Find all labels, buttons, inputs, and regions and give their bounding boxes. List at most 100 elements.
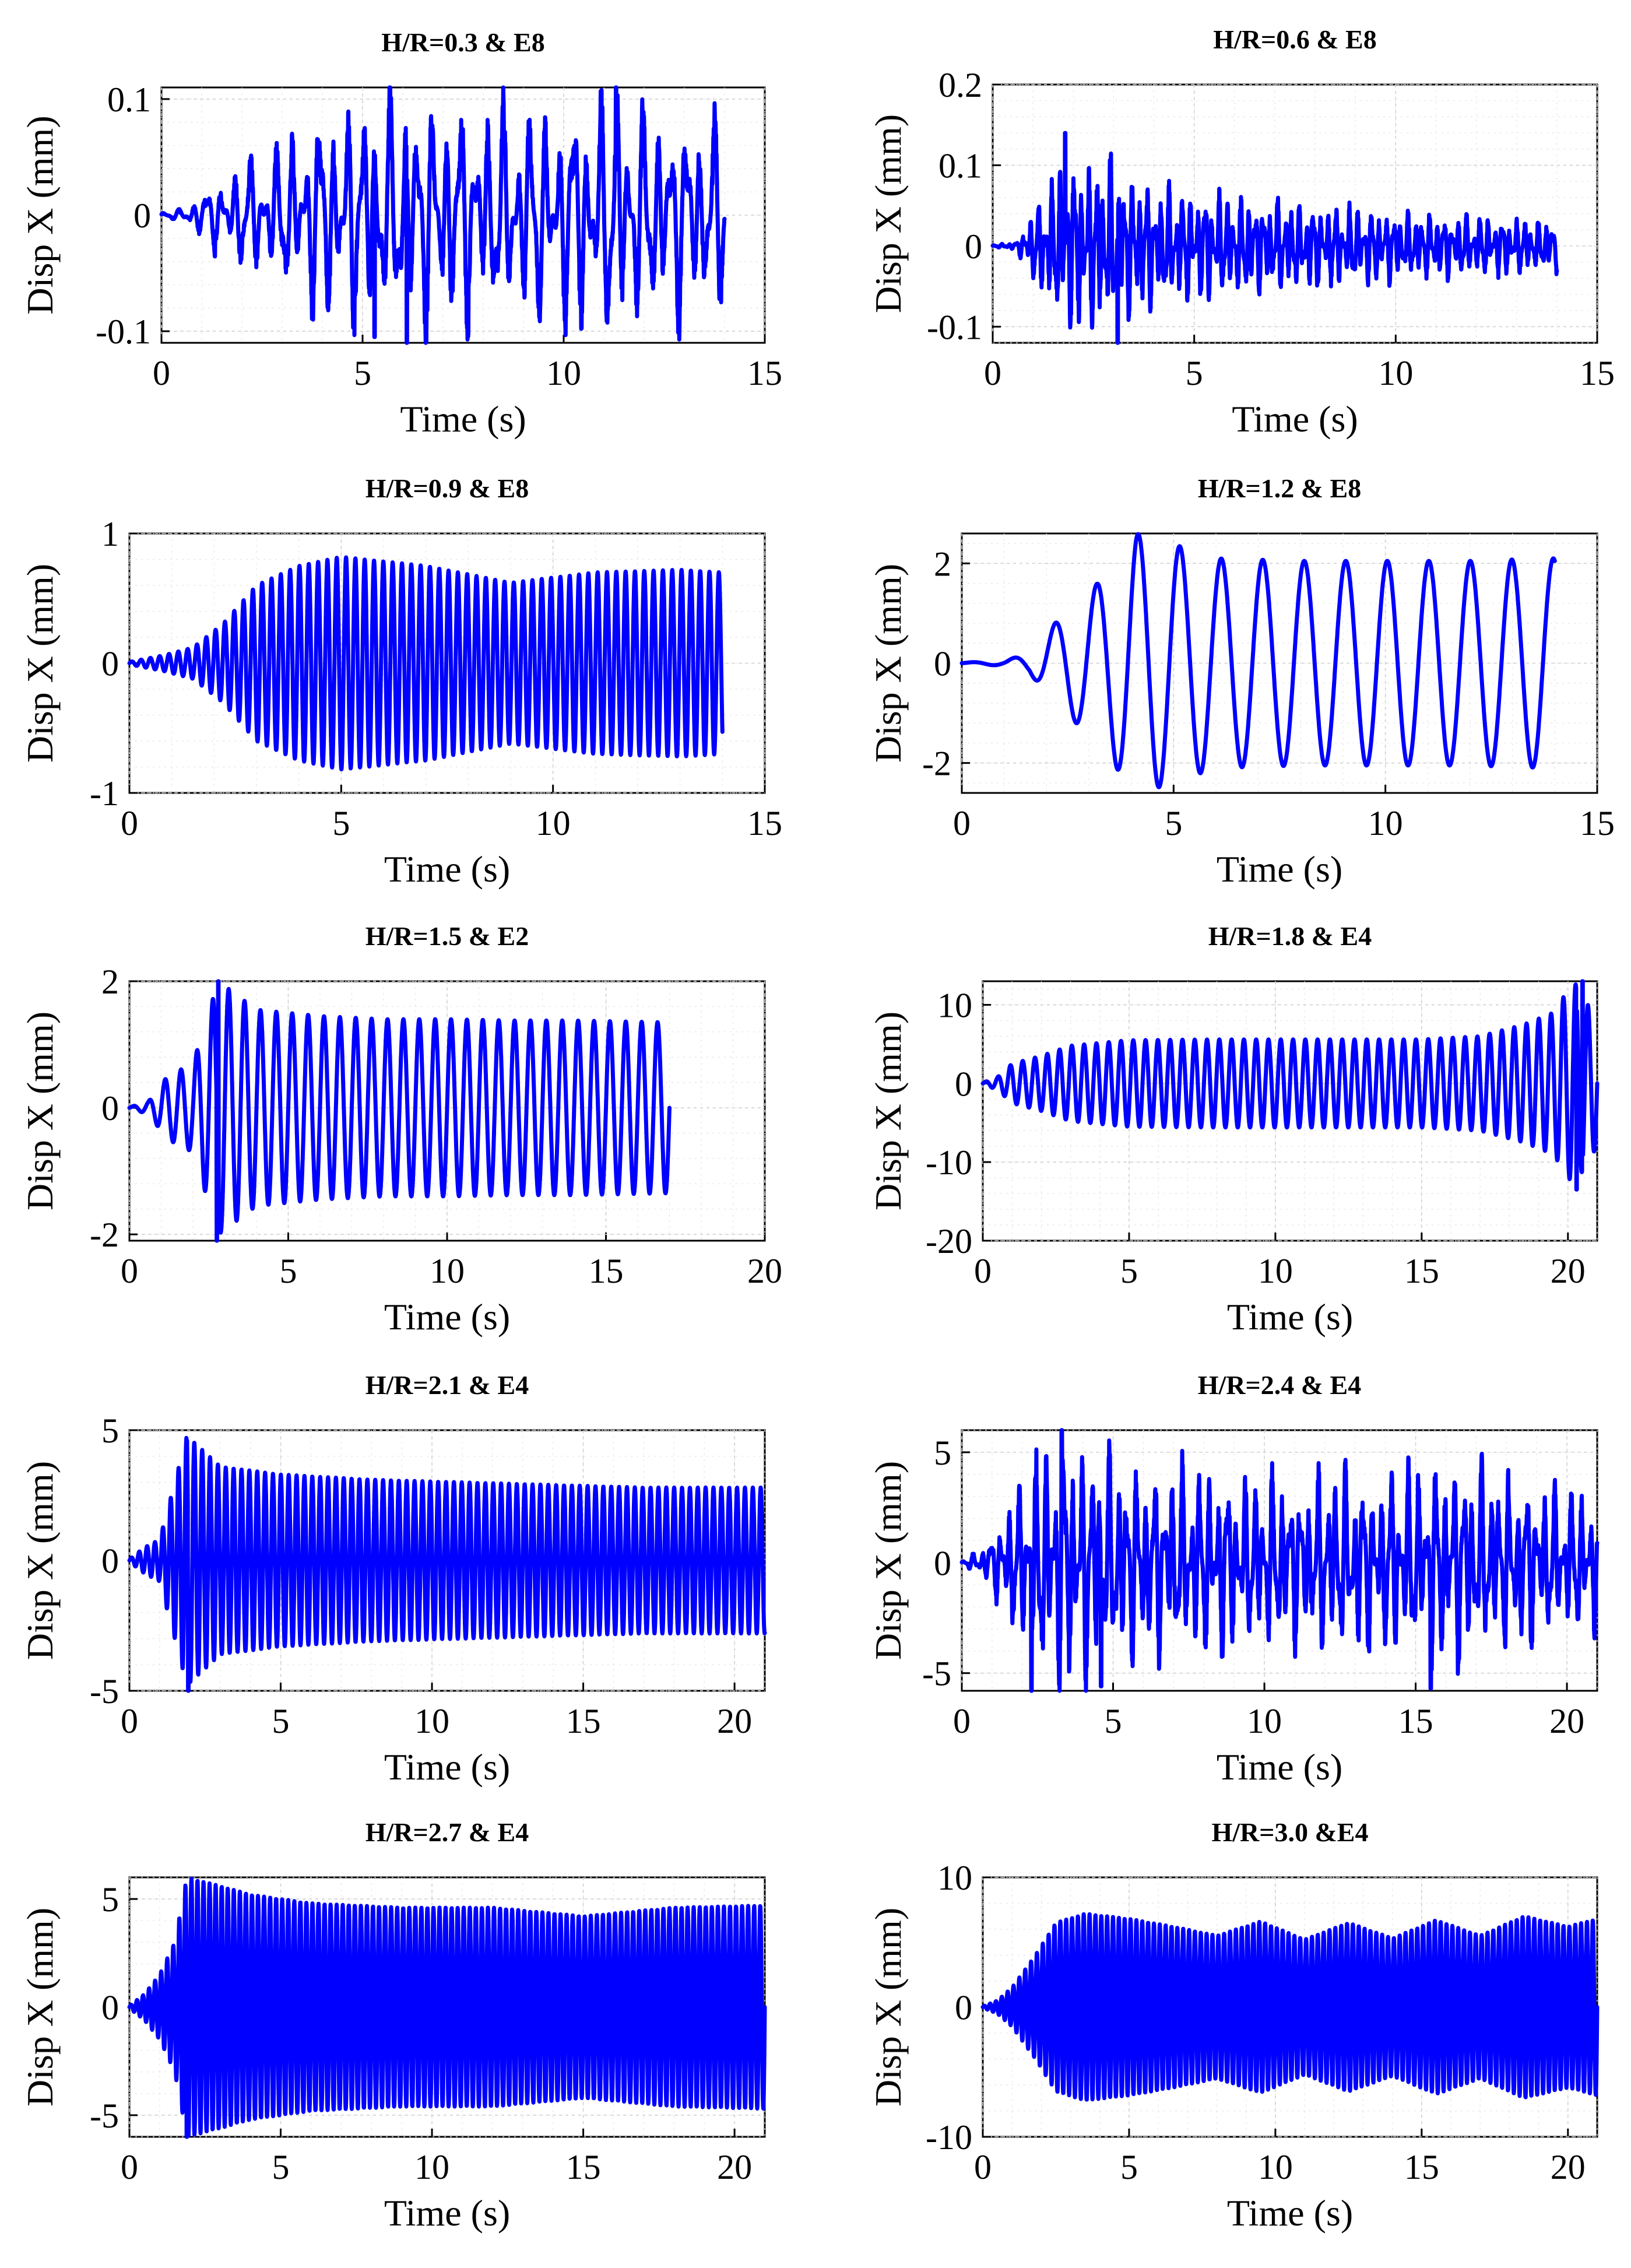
y-tick-label: -10 xyxy=(926,1143,972,1182)
x-tick-label: 0 xyxy=(974,2148,992,2186)
x-tick-label: 20 xyxy=(1551,1252,1586,1290)
x-tick-label: 5 xyxy=(272,1702,290,1740)
panel-title: H/R=0.9 & E8 xyxy=(365,473,529,503)
y-tick-label: 0 xyxy=(101,645,119,683)
y-axis-label: Disp X (mm) xyxy=(867,1461,909,1660)
x-tick-label: 15 xyxy=(1580,804,1615,842)
data-series-line xyxy=(127,979,672,1243)
y-tick-label: -20 xyxy=(926,1222,972,1261)
x-axis-label: Time (s) xyxy=(1227,1296,1353,1337)
y-tick-label: -1 xyxy=(90,774,119,813)
x-tick-label: 5 xyxy=(332,804,350,842)
x-tick-label: 20 xyxy=(747,1252,782,1290)
x-tick-label: 15 xyxy=(1580,354,1615,392)
y-tick-label: 5 xyxy=(934,1434,951,1472)
y-tick-label: 0.2 xyxy=(938,66,982,104)
x-tick-label: 0 xyxy=(953,1702,971,1740)
x-tick-label: 20 xyxy=(717,1702,752,1740)
y-tick-label: 2 xyxy=(101,963,119,1001)
x-axis-label: Time (s) xyxy=(1232,398,1358,440)
x-tick-label: 0 xyxy=(153,354,170,392)
x-axis-label: Time (s) xyxy=(384,848,510,890)
y-axis-label: Disp X (mm) xyxy=(19,1908,61,2106)
y-tick-label: -5 xyxy=(90,1672,119,1711)
x-tick-label: 5 xyxy=(1105,1702,1122,1740)
y-tick-label: -2 xyxy=(922,745,951,783)
x-axis-label: Time (s) xyxy=(1227,2192,1353,2234)
panel-title: H/R=2.4 & E4 xyxy=(1198,1370,1362,1400)
x-tick-label: 15 xyxy=(1404,2148,1439,2186)
x-tick-label: 15 xyxy=(1404,1252,1439,1290)
x-axis-label: Time (s) xyxy=(400,398,526,440)
x-tick-label: 10 xyxy=(430,1252,465,1290)
y-tick-label: 0 xyxy=(955,1065,972,1103)
panel-title: H/R=1.2 & E8 xyxy=(1198,473,1362,503)
x-tick-label: 10 xyxy=(546,354,581,392)
x-tick-label: 15 xyxy=(589,1252,624,1290)
y-tick-label: 0 xyxy=(101,1089,119,1128)
x-tick-label: 5 xyxy=(280,1252,297,1290)
y-tick-label: -0.1 xyxy=(927,308,982,346)
x-tick-label: 10 xyxy=(1378,354,1413,392)
y-tick-label: -2 xyxy=(90,1216,119,1254)
x-tick-label: 5 xyxy=(1120,2148,1138,2186)
y-tick-label: 0 xyxy=(101,1989,119,2027)
y-tick-label: 5 xyxy=(101,1412,119,1450)
x-axis-label: Time (s) xyxy=(1217,1746,1342,1788)
chart-panel-6: 0 5 10 15 20 -20 -10 0 10 H/R=1.8 & E4 Time (s) Dis… xyxy=(867,921,1600,1337)
x-tick-label: 0 xyxy=(984,354,1001,392)
data-series-line xyxy=(127,555,725,771)
y-tick-label: 1 xyxy=(101,515,119,553)
y-axis-label: Disp X (mm) xyxy=(19,1012,61,1210)
y-tick-label: -0.1 xyxy=(96,313,151,351)
x-tick-label: 10 xyxy=(1368,804,1403,842)
x-tick-label: 5 xyxy=(1120,1252,1138,1290)
y-tick-label: 0 xyxy=(965,227,982,266)
data-series-line xyxy=(159,85,727,345)
x-tick-label: 5 xyxy=(1186,354,1203,392)
x-tick-label: 5 xyxy=(1165,804,1182,842)
y-axis-label: Disp X (mm) xyxy=(867,114,909,313)
y-tick-label: 0.1 xyxy=(938,146,982,185)
y-tick-label: 5 xyxy=(101,1880,119,1919)
x-tick-label: 10 xyxy=(1247,1702,1282,1740)
x-tick-label: 10 xyxy=(1258,1252,1293,1290)
x-tick-label: 0 xyxy=(121,1252,138,1290)
x-tick-label: 10 xyxy=(536,804,571,842)
x-tick-label: 20 xyxy=(717,2148,752,2186)
x-tick-label: 15 xyxy=(566,2148,601,2186)
y-tick-label: 0 xyxy=(101,1542,119,1581)
panel-title: H/R=0.6 & E8 xyxy=(1213,24,1377,54)
panel-title: H/R=0.3 & E8 xyxy=(381,27,545,57)
y-tick-label: 2 xyxy=(934,545,951,583)
y-tick-label: -5 xyxy=(922,1655,951,1693)
x-tick-label: 20 xyxy=(1549,1702,1584,1740)
data-series-line xyxy=(127,1435,767,1693)
data-series-line xyxy=(127,1876,767,2139)
y-tick-label: -5 xyxy=(90,2097,119,2135)
x-tick-label: 15 xyxy=(1398,1702,1433,1740)
y-axis-label: Disp X (mm) xyxy=(19,115,61,314)
data-series-line xyxy=(990,131,1559,345)
y-tick-label: 0.1 xyxy=(107,80,151,119)
panel-title: H/R=3.0 &E4 xyxy=(1212,1817,1369,1847)
x-tick-label: 10 xyxy=(1258,2148,1293,2186)
panel-title: H/R=2.1 & E4 xyxy=(365,1370,529,1400)
panel-title: H/R=2.7 & E4 xyxy=(365,1817,529,1847)
y-tick-label: 10 xyxy=(937,986,972,1024)
x-tick-label: 0 xyxy=(974,1252,992,1290)
y-tick-label: 0 xyxy=(934,1544,951,1582)
y-axis-label: Disp X (mm) xyxy=(867,1908,909,2106)
data-series-line xyxy=(980,979,1600,1192)
x-tick-label: 20 xyxy=(1551,2148,1586,2186)
y-tick-label: 0 xyxy=(133,196,151,235)
y-axis-label: Disp X (mm) xyxy=(867,564,909,763)
x-tick-label: 5 xyxy=(272,2148,290,2186)
x-tick-label: 0 xyxy=(121,1702,138,1740)
